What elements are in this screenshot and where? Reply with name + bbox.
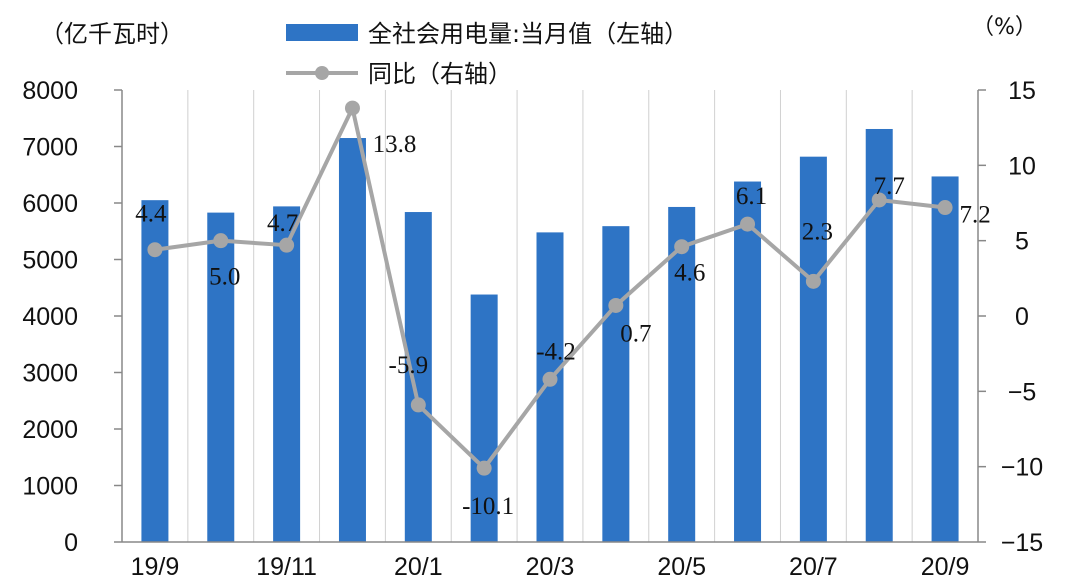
- line-point: [476, 460, 492, 476]
- left-tick-label: 3000: [22, 360, 78, 388]
- left-tick-label: 5000: [22, 247, 78, 275]
- line-point: [542, 371, 558, 387]
- line-point: [410, 397, 426, 413]
- left-tick-label: 2000: [22, 416, 78, 444]
- x-tick-label: 19/11: [256, 553, 317, 581]
- bar: [470, 294, 498, 542]
- right-tick-label: 0: [1015, 303, 1029, 331]
- right-tick-label: 10: [1008, 152, 1036, 180]
- axes: 0 1000 2000 3000 4000 5000 6000 7000 8000 −15 −10 −…: [22, 77, 1043, 581]
- right-tick-label: 5: [1015, 228, 1029, 256]
- left-tick-label: 6000: [22, 190, 78, 218]
- data-label: -5.9: [389, 352, 429, 379]
- right-tick-label: −5: [1008, 378, 1037, 406]
- x-tick-label: 20/3: [526, 553, 575, 581]
- data-label: 0.7: [620, 320, 651, 347]
- line-point: [279, 237, 295, 253]
- left-tick-label: 4000: [22, 303, 78, 331]
- left-tick-label: 7000: [22, 134, 78, 162]
- line-point: [871, 192, 887, 208]
- right-tick-label: −15: [1001, 529, 1043, 557]
- data-label: 4.4: [135, 201, 167, 228]
- data-labels: 4.4 5.0 4.7 13.8 -5.9 -10.1 -4.2 0.7 4.6 6.1 2.3 7.…: [135, 131, 990, 520]
- line-point: [608, 297, 624, 313]
- bar: [931, 176, 959, 542]
- data-label: -10.1: [462, 493, 514, 520]
- x-tick-label: 20/9: [921, 553, 970, 581]
- right-tick-label: −10: [1001, 454, 1043, 482]
- bar: [668, 206, 696, 542]
- data-label: 2.3: [802, 218, 833, 245]
- bar: [273, 206, 301, 542]
- data-label: 4.7: [267, 210, 298, 237]
- bar: [799, 156, 827, 543]
- right-axis-unit: （%）: [972, 15, 1037, 40]
- line-series: [147, 100, 953, 476]
- left-axis-unit: （亿千瓦时）: [40, 20, 184, 48]
- bar: [602, 226, 630, 543]
- x-tick-label: 20/1: [394, 553, 443, 581]
- data-label: 6.1: [736, 183, 767, 210]
- data-label: 5.0: [209, 264, 240, 291]
- left-tick-label: 1000: [22, 473, 78, 501]
- bar: [536, 232, 564, 542]
- left-tick-label: 0: [64, 529, 78, 557]
- bar: [338, 138, 366, 542]
- data-label: 13.8: [373, 131, 417, 158]
- data-label: 7.7: [874, 173, 905, 200]
- data-label: -4.2: [536, 338, 576, 365]
- data-label: 7.2: [959, 202, 990, 229]
- legend-line-label: 同比（右轴）: [368, 60, 512, 88]
- line-point: [147, 242, 163, 258]
- bar: [404, 212, 432, 543]
- left-tick-label: 8000: [22, 77, 78, 105]
- legend-bar-label: 全社会用电量:当月值（左轴）: [368, 20, 688, 48]
- legend: 全社会用电量:当月值（左轴） 同比（右轴）: [286, 20, 688, 88]
- bar: [734, 181, 762, 542]
- line-point: [740, 216, 756, 232]
- line-point: [674, 239, 690, 255]
- legend-bar-swatch: [286, 24, 358, 41]
- line-point: [805, 273, 821, 289]
- line-point: [344, 100, 360, 116]
- bar-series: [141, 128, 959, 543]
- x-tick-label: 19/9: [131, 553, 180, 581]
- x-tick-label: 20/5: [657, 553, 706, 581]
- legend-line-marker: [315, 66, 329, 80]
- line-point: [213, 233, 229, 249]
- bar: [207, 212, 235, 543]
- line-point: [937, 200, 953, 216]
- right-tick-label: 15: [1008, 77, 1036, 105]
- data-label: 4.6: [674, 260, 705, 287]
- x-tick-label: 20/7: [789, 553, 838, 581]
